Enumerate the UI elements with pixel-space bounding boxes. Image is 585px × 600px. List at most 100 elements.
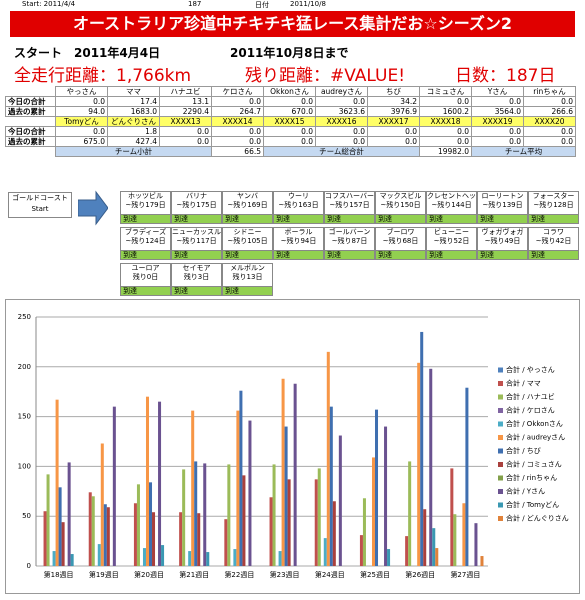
value-cell: 264.7: [211, 106, 264, 117]
value-cell: 0.0: [263, 136, 316, 147]
stop-days: ~残り94日: [280, 237, 317, 245]
bar: [278, 551, 282, 566]
data-row: 今日の合計 0.0 1.8 0.0 0.0 0.0 0.0 0.0 0.0 0.0 0.0: [5, 126, 576, 137]
stop-status: 到達: [120, 214, 171, 224]
legend-label: 合計 / ハナユビ: [506, 392, 555, 401]
bar: [362, 498, 366, 566]
summary-label: チーム平均: [471, 146, 576, 157]
bar: [58, 487, 62, 566]
value-cell: 2290.4: [159, 106, 212, 117]
bar: [323, 538, 327, 566]
bar: [112, 406, 116, 566]
bar: [314, 479, 318, 566]
stop-status: 到達: [477, 250, 528, 260]
bar: [480, 556, 484, 566]
name-cell: どんぐりさん: [107, 116, 160, 127]
legend-swatch: [498, 367, 503, 373]
stop-status: 到達: [171, 250, 222, 260]
y-tick-label: 50: [22, 512, 31, 520]
legend-label: 合計 / Yさん: [506, 487, 545, 496]
y-tick-label: 150: [18, 413, 31, 421]
value-cell: 0.0: [211, 136, 264, 147]
days: 187: [188, 0, 202, 8]
stop-name: ホッツビル: [128, 192, 163, 200]
bar: [194, 461, 198, 566]
stop-days: ~残り175日: [176, 201, 217, 209]
bar: [224, 519, 228, 566]
bar: [375, 409, 379, 566]
bar: [55, 399, 59, 566]
stop-name: ニューカッスル: [172, 228, 221, 236]
stop-cell: メルボルン 残り13日: [222, 263, 273, 287]
value-cell: 0.0: [55, 126, 108, 137]
stop-name: コフスハーバー: [325, 192, 374, 200]
value-cell: 427.4: [107, 136, 160, 147]
value-cell: 0.0: [523, 96, 576, 107]
bar: [88, 492, 92, 566]
stop-status: 到達: [222, 286, 273, 296]
bar: [462, 503, 466, 566]
x-tick-label: 第24週目: [315, 570, 345, 579]
bar: [43, 511, 47, 566]
value-cell: 0.0: [471, 96, 524, 107]
record-table: やっさん ママ ハナユビ ケロさん Okkonさん audreyさん ちび コミュさん Yさん r…: [5, 86, 576, 157]
bar: [67, 462, 71, 566]
bar: [281, 378, 285, 566]
start-box: ゴールドコースト Start: [8, 192, 72, 218]
stop-days: ~残り87日: [331, 237, 368, 245]
bar: [417, 362, 421, 566]
value-cell: 3564.0: [471, 106, 524, 117]
value-cell: 1600.2: [419, 106, 472, 117]
stop-status: 到達: [120, 286, 171, 296]
stop-status: 到達: [273, 214, 324, 224]
legend-label: 合計 / ちび: [506, 446, 541, 455]
row-label: 今日の合計: [5, 96, 56, 107]
value-cell: 0.0: [315, 96, 368, 107]
bar: [227, 464, 231, 566]
value-cell: 0.0: [367, 136, 420, 147]
bar: [61, 522, 65, 566]
stop-cell: ヴォガヴォガ ~残り49日: [477, 227, 528, 251]
stop-status: 到達: [120, 250, 171, 260]
bar: [158, 401, 162, 566]
stop-name: バリナ: [186, 192, 207, 200]
stop-name: ゴールバーン: [328, 228, 371, 236]
stop-status: 到達: [222, 214, 273, 224]
bar: [70, 554, 74, 566]
stop-cell: ウーリ ~残り163日: [273, 191, 324, 215]
bar: [206, 552, 210, 566]
value-cell: 0.0: [263, 126, 316, 137]
x-tick-label: 第21週目: [179, 570, 209, 579]
y-tick-label: 250: [18, 313, 31, 321]
value-cell: 0.0: [419, 96, 472, 107]
bar: [287, 479, 291, 566]
value-cell: 0.0: [263, 96, 316, 107]
value-cell: 0.0: [315, 126, 368, 137]
stop-cell: ブーロワ ~残り68日: [375, 227, 426, 251]
value-cell: 675.0: [55, 136, 108, 147]
stop-status: 到達: [477, 214, 528, 224]
value-cell: 266.6: [523, 106, 576, 117]
value-cell: 0.0: [419, 136, 472, 147]
bar: [405, 536, 409, 566]
legend-swatch: [498, 489, 503, 494]
stop-days: ~残り157日: [329, 201, 370, 209]
value-cell: 0.0: [55, 96, 108, 107]
stop-days: ~残り124日: [125, 237, 166, 245]
bar: [233, 549, 237, 566]
bar: [248, 420, 252, 566]
x-tick-label: 第22週目: [224, 570, 254, 579]
value-cell: 1683.0: [107, 106, 160, 117]
stop-name: フォースター: [532, 192, 575, 200]
stop-status: 到達: [324, 250, 375, 260]
bar: [145, 396, 149, 566]
value-cell: 0.0: [367, 126, 420, 137]
row-label: 過去の累計: [5, 106, 56, 117]
stop-days: ~残り179日: [125, 201, 166, 209]
bar: [52, 551, 56, 566]
date: 2011/10/8: [290, 0, 326, 8]
name-cell: XXXX13: [159, 116, 212, 127]
stop-days: ~残り144日: [431, 201, 472, 209]
legend-swatch: [498, 381, 503, 386]
stop-cell: クレセントヘッド~残り144日: [426, 191, 477, 215]
